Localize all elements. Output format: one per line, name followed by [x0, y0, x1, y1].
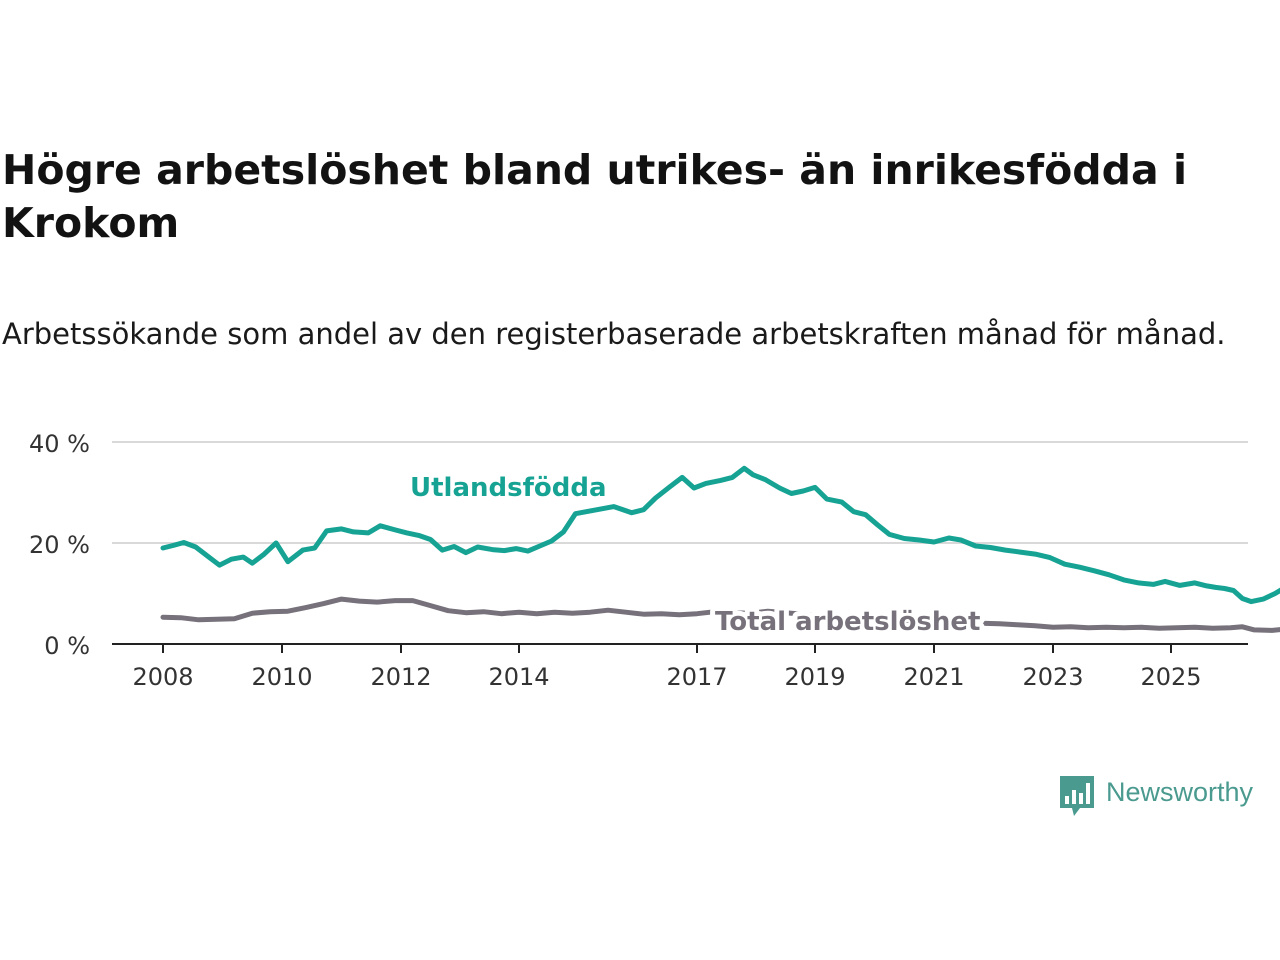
x-tick-label: 2008 — [132, 663, 193, 691]
chart-subtitle: Arbetssökande som andel av den registerb… — [2, 317, 1226, 351]
x-tick-label: 2010 — [251, 663, 312, 691]
newsworthy-logo: Newsworthy — [1058, 774, 1280, 818]
series-label-total: Total arbetslöshet — [715, 607, 980, 637]
series-line-utlandsfodda — [160, 465, 1280, 605]
line-chart: 40 % 20 % 0 % 2008 2010 2012 2014 2017 2019 2021 2… — [29, 430, 1280, 691]
x-tick-label: 2012 — [370, 663, 431, 691]
x-tick-label: 2019 — [784, 663, 845, 691]
x-tick-label: 2021 — [903, 663, 964, 691]
x-tick-label: 2025 — [1140, 663, 1201, 691]
x-tick-label: 2023 — [1022, 663, 1083, 691]
x-tick-label: 2017 — [666, 663, 727, 691]
y-tick-label: 20 % — [29, 531, 90, 559]
y-tick-label: 40 % — [29, 430, 90, 458]
y-tick-label: 0 % — [44, 632, 90, 660]
series-label-utlandsfodda: Utlandsfödda — [410, 473, 607, 503]
series-line-total — [160, 596, 1280, 633]
x-tick-label: 2014 — [488, 663, 549, 691]
newsworthy-logo-text: Newsworthy — [1106, 777, 1254, 807]
chart-title: Högre arbetslöshet bland utrikes- än inr… — [2, 146, 1187, 247]
newsworthy-logo-icon — [1060, 776, 1094, 816]
